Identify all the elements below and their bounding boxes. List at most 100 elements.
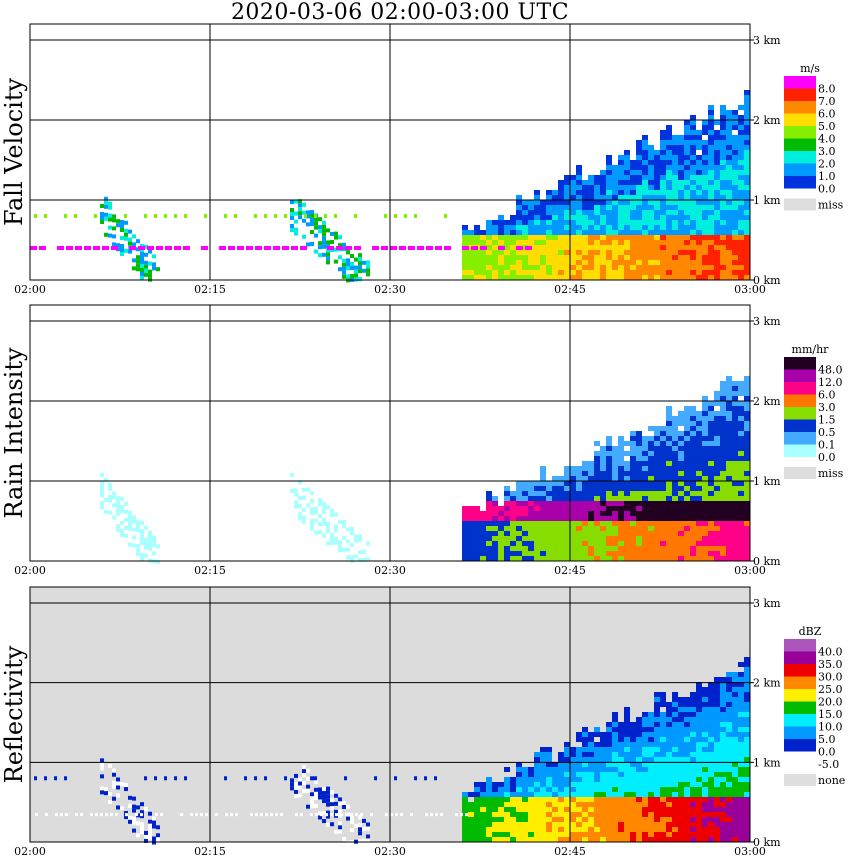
- data-cell: [342, 274, 346, 279]
- data-cell: [744, 732, 750, 737]
- data-cell: [558, 807, 564, 812]
- data-cell: [534, 546, 540, 551]
- data-cell: [732, 712, 738, 717]
- data-cell: [690, 702, 696, 707]
- data-cell: [666, 707, 672, 712]
- data-cell: [684, 230, 690, 235]
- data-cell: [576, 250, 582, 255]
- data-cell: [672, 235, 678, 240]
- data-cell: [660, 446, 666, 451]
- data-cell: [732, 175, 738, 180]
- data-cell: [594, 556, 600, 561]
- data-cell: [486, 521, 492, 526]
- data-cell: [552, 802, 558, 807]
- data-cell: [528, 225, 534, 230]
- data-cell: [714, 150, 720, 155]
- colorbar-missing-label: miss: [818, 467, 844, 480]
- panel-fall-velocity: 02:00 02:15 02:30 02:45 03:000 km1 km2 km3 k…: [0, 23, 844, 296]
- data-cell: [528, 822, 534, 827]
- data-cell: [516, 230, 522, 235]
- data-cell: [624, 170, 630, 175]
- data-cell: [744, 827, 750, 832]
- data-cell: [720, 441, 726, 446]
- data-cell: [714, 170, 720, 175]
- data-cell: [504, 787, 510, 792]
- data-cell: [684, 812, 690, 817]
- data-cell: [732, 752, 738, 757]
- data-cell: [726, 747, 732, 752]
- data-cell: [744, 802, 750, 807]
- data-cell: [588, 195, 594, 200]
- data-cell: [528, 210, 534, 215]
- data-cell: [552, 536, 558, 541]
- data-cell: [624, 762, 630, 767]
- data-cell: [534, 812, 540, 817]
- data-cell: [702, 496, 708, 501]
- data-cell: [708, 190, 714, 195]
- data-cell: [148, 811, 152, 816]
- data-cell: [492, 556, 498, 561]
- data-cell: [124, 214, 127, 218]
- data-cell: [744, 476, 750, 481]
- data-cell: [582, 275, 588, 280]
- data-cell: [642, 486, 648, 491]
- colorbar-label: 35.0: [818, 658, 843, 671]
- data-cell: [708, 702, 714, 707]
- data-cell: [94, 214, 97, 218]
- data-cell: [702, 210, 708, 215]
- colorbar-swatch: [784, 126, 816, 139]
- data-cell: [100, 501, 104, 505]
- data-cell: [148, 542, 152, 547]
- data-cell: [726, 240, 732, 245]
- data-cell: [588, 827, 594, 832]
- data-cell: [468, 832, 474, 837]
- data-cell: [334, 259, 338, 264]
- data-cell: [696, 155, 702, 160]
- data-cell: [582, 521, 588, 526]
- data-cell: [606, 446, 612, 451]
- data-cell: [690, 205, 696, 210]
- data-cell: [678, 135, 684, 140]
- data-cell: [322, 232, 326, 237]
- data-cell: [546, 516, 552, 521]
- data-cell: [744, 215, 750, 220]
- data-cell: [744, 682, 750, 687]
- data-cell: [510, 536, 516, 541]
- data-cell: [576, 762, 582, 767]
- data-cell: [468, 235, 474, 240]
- data-cell: [708, 110, 714, 115]
- data-cell: [648, 235, 654, 240]
- x-tick-label: 02:45: [554, 564, 586, 577]
- data-cell: [660, 697, 666, 702]
- data-cell: [116, 528, 120, 533]
- data-cell: [624, 496, 630, 501]
- data-cell: [306, 768, 310, 773]
- data-cell: [334, 540, 338, 545]
- data-cell: [732, 386, 738, 391]
- data-cell: [516, 250, 522, 255]
- data-cell: [504, 531, 510, 536]
- data-cell: [516, 275, 522, 280]
- data-cell: [720, 486, 726, 491]
- data-cell: [732, 481, 738, 486]
- data-cell: [684, 792, 690, 797]
- data-cell: [612, 265, 618, 270]
- data-cell: [318, 522, 322, 527]
- data-cell: [552, 235, 558, 240]
- data-cell: [738, 270, 744, 275]
- data-cell: [108, 233, 112, 238]
- data-cell: [516, 501, 522, 506]
- data-cell: [666, 130, 672, 135]
- data-cell: [95, 813, 98, 817]
- data-cell: [702, 451, 708, 456]
- data-cell: [618, 757, 624, 762]
- data-cell: [156, 267, 160, 272]
- data-cell: [654, 275, 660, 280]
- data-cell: [498, 822, 504, 827]
- data-cell: [522, 496, 528, 501]
- data-cell: [474, 506, 480, 511]
- data-cell: [672, 175, 678, 180]
- data-cell: [358, 831, 362, 836]
- data-cell: [690, 260, 696, 265]
- data-cell: [492, 536, 498, 541]
